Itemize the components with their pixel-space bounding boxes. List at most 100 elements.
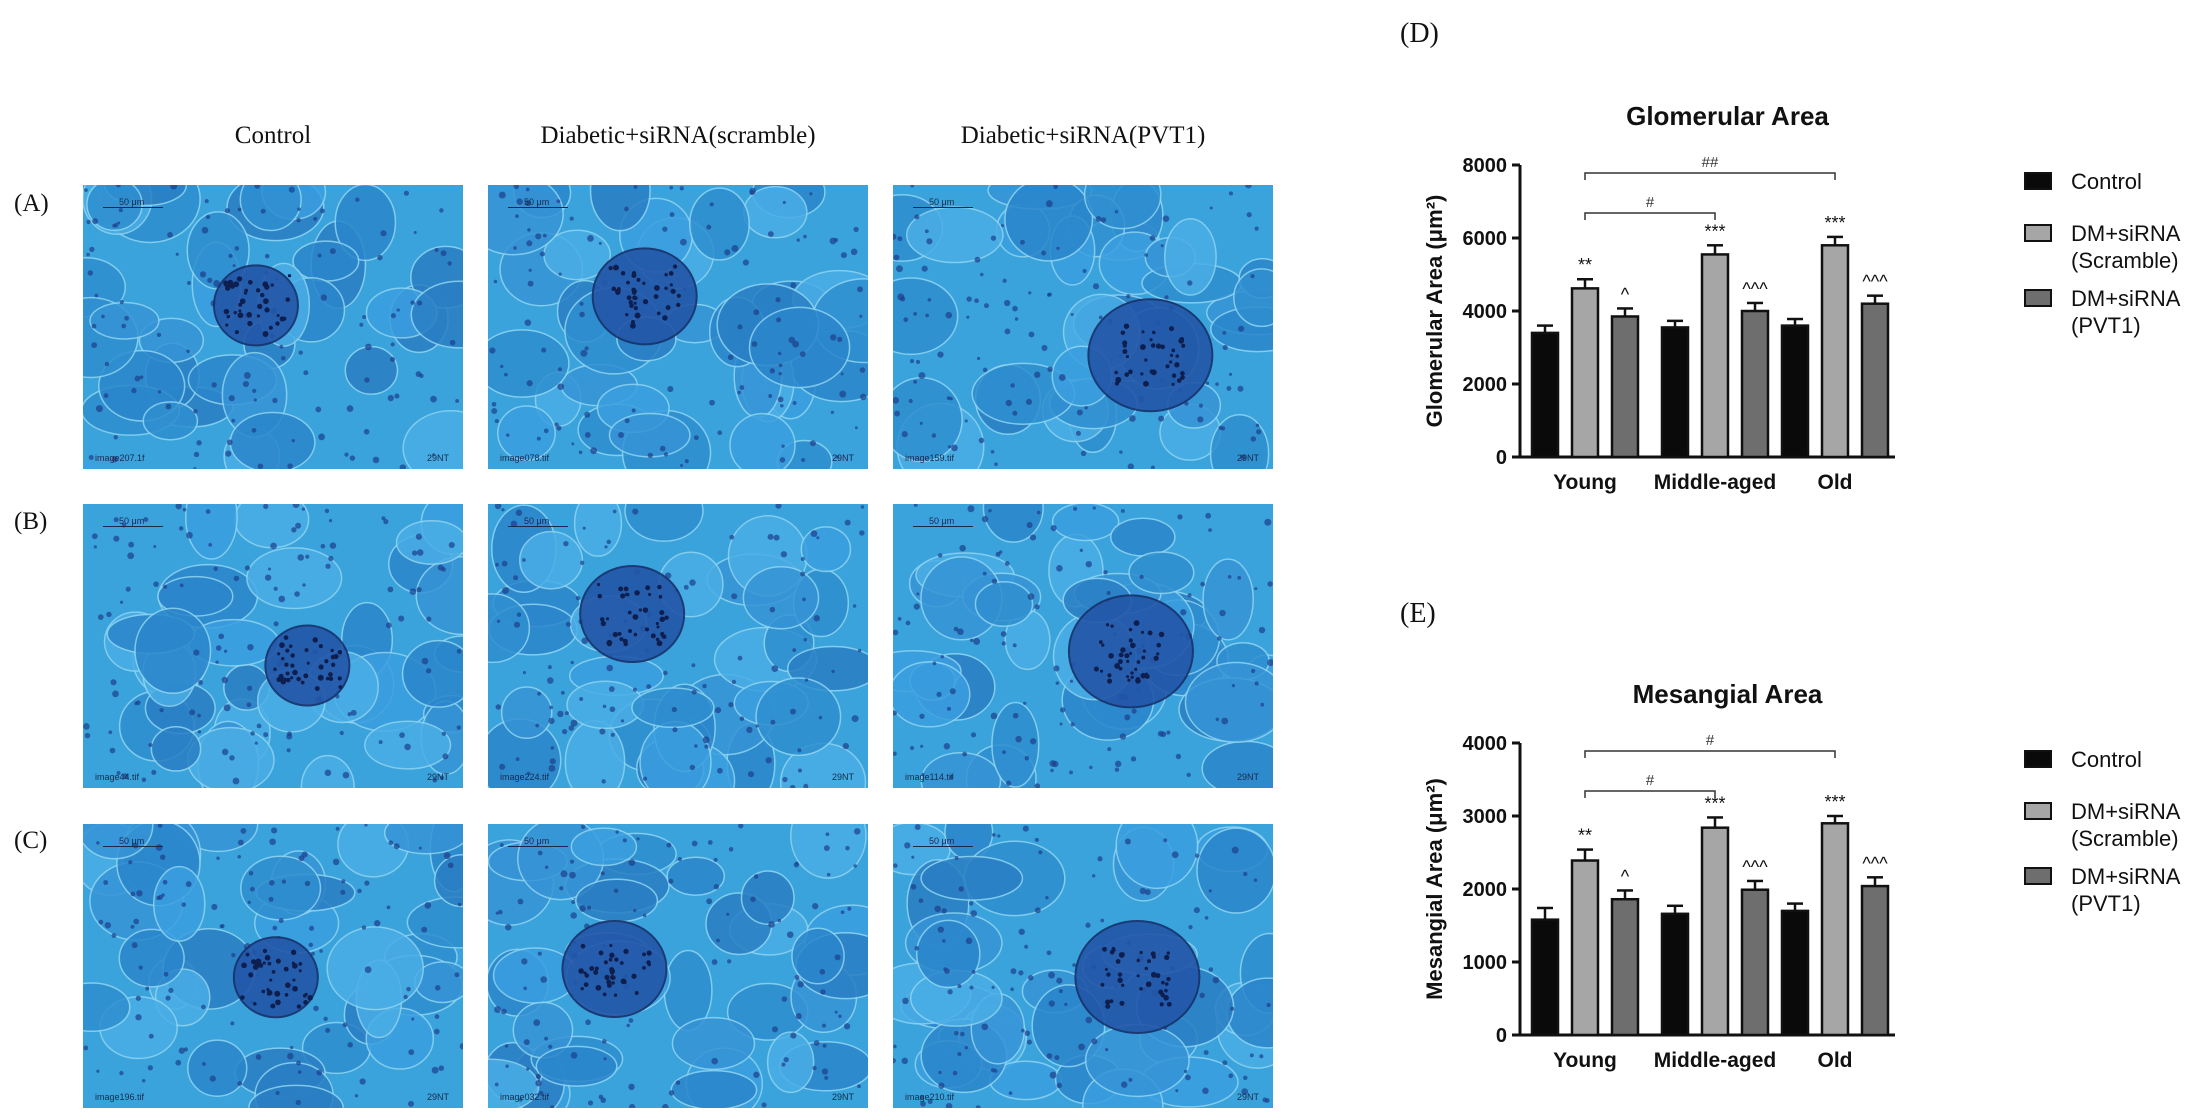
micrograph-c-2: 50 μm image032.tif 29NT [488,824,868,1108]
image-id: image44.tif [95,772,140,782]
tissue-image [893,504,1273,788]
bar-young-1 [1570,859,1600,1037]
bar-middle-aged-0 [1660,912,1690,1037]
scale-label: 50 μm [929,516,955,526]
scale-label: 50 μm [119,836,145,846]
legend-label: DM+siRNA (Scramble) [2071,799,2181,851]
bracket-label: # [1646,772,1655,789]
bar-old-0 [1780,909,1810,1037]
y-tick-label: 1000 [1463,952,1508,974]
image-code: 29NT [831,772,854,782]
scale-bar [508,846,568,847]
image-code: 29NT [1236,453,1259,463]
image-code: 29NT [831,1092,854,1102]
significance-label: ** [1578,255,1592,275]
tissue-image [893,824,1273,1108]
micrograph-a-2: 50 μm image078.tif 29NT [488,185,868,469]
legend-swatch [2024,802,2052,820]
scale-label: 50 μm [929,197,955,207]
comparison-bracket [1584,790,1716,798]
y-tick-label: 6000 [1463,228,1508,250]
y-tick-label: 2000 [1463,879,1508,901]
chart-mesangial-area: Mesangial Area Mesangial Area (μm²) 0 1000 2… [1420,673,2210,1093]
x-tick-label: Old [1818,471,1853,494]
y-axis-label: Mesangial Area (μm²) [1422,778,1447,1000]
legend-swatch [2024,224,2052,242]
y-tick-label: 0 [1496,447,1507,469]
scale-bar [508,526,568,527]
scale-label: 50 μm [524,516,550,526]
significance-label: *** [1704,793,1725,813]
y-tick-label: 2000 [1463,374,1508,396]
significance-label: *** [1824,792,1845,812]
bar-chart-svg: Mesangial Area Mesangial Area (μm²) 0 1000 2… [1422,679,2181,1072]
legend-swatch [2024,867,2052,885]
bar-middle-aged-1 [1700,253,1730,459]
x-tick-label: Young [1553,471,1617,494]
scale-label: 50 μm [119,516,145,526]
legend-label: DM+siRNA (PVT1) [2071,286,2181,338]
bracket-label: # [1646,194,1655,211]
image-id: image159.tif [905,453,955,463]
significance-label: *** [1704,221,1725,241]
bar-old-0 [1780,324,1810,459]
column-label-pvt1: Diabetic+siRNA(PVT1) [960,122,1206,149]
scale-bar [103,526,163,527]
x-tick-label: Middle-aged [1654,1049,1777,1072]
bracket-label: ## [1702,154,1719,171]
scale-bar [508,207,568,208]
image-code: 29NT [831,453,854,463]
image-id: image114.tif [905,772,954,782]
tissue-image [488,504,868,788]
image-code: 29NT [426,772,449,782]
y-tick-label: 8000 [1463,155,1508,177]
bar-middle-aged-2 [1740,309,1770,459]
y-tick-label: 4000 [1463,301,1508,323]
scale-bar [103,207,163,208]
bar-middle-aged-2 [1740,888,1770,1037]
bracket-label: # [1706,732,1715,749]
significance-label: ^^^ [1742,279,1768,299]
chart-glomerular-area: Glomerular Area Glomerular Area (μm²) 0 200… [1420,95,2210,515]
row-label-a: (A) [14,190,49,217]
image-id: image210.tif [905,1092,955,1102]
tissue-image [488,824,868,1108]
significance-label: *** [1824,213,1845,233]
bar-old-2 [1860,884,1890,1037]
comparison-bracket [1584,172,1836,180]
micrograph-a-3: 50 μm image159.tif 29NT [893,185,1273,469]
y-tick-label: 3000 [1463,806,1508,828]
legend-label: Control [2071,169,2142,194]
x-tick-label: Old [1818,1049,1853,1072]
panel-label-d: (D) [1400,18,1439,49]
y-tick-label: 4000 [1463,733,1508,755]
scale-label: 50 μm [929,836,955,846]
micrograph-b-3: 50 μm image114.tif 29NT [893,504,1273,788]
scale-label: 50 μm [524,836,550,846]
image-code: 29NT [1236,1092,1259,1102]
micrograph-c-1: 50 μm image196.tif 29NT [83,824,463,1108]
image-id: image224.tif [500,772,550,782]
comparison-bracket [1584,750,1836,758]
tissue-image [83,824,463,1108]
bar-old-1 [1820,244,1850,459]
significance-label: ^^^ [1862,853,1888,873]
bar-young-1 [1570,287,1600,459]
legend-label: DM+siRNA (Scramble) [2071,221,2181,273]
scale-bar [913,526,973,527]
legend-swatch [2024,750,2052,768]
image-code: 29NT [1236,772,1259,782]
column-label-scramble: Diabetic+siRNA(scramble) [540,122,816,149]
scale-label: 50 μm [119,197,145,207]
tissue-image [83,504,463,788]
column-label-control: Control [234,122,312,149]
y-tick-label: 0 [1496,1025,1507,1047]
bar-young-2 [1610,897,1640,1037]
bar-young-2 [1610,315,1640,459]
micrograph-b-2: 50 μm image224.tif 29NT [488,504,868,788]
image-id: image032.tif [500,1092,550,1102]
row-label-c: (C) [14,827,48,854]
tissue-image [893,185,1273,469]
tissue-image [83,185,463,469]
bar-middle-aged-0 [1660,326,1690,459]
